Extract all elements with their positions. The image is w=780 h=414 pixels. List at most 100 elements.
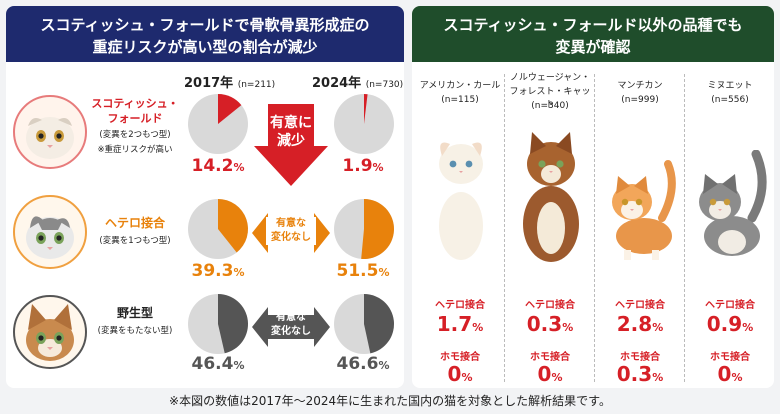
pct-unit: %	[233, 266, 245, 279]
row1-note: ※重症リスクが高い	[97, 145, 173, 155]
homo-value-number: 0	[537, 362, 552, 386]
pct-unit: %	[378, 266, 390, 279]
homo-value: 0%	[686, 362, 774, 386]
pct-row1-2024-value: 1.9	[342, 156, 373, 176]
pie-slice-2-2024	[361, 199, 394, 259]
hetero-value-number: 1.7	[436, 312, 473, 336]
homo-value: 0%	[416, 362, 504, 386]
row3-sub: (変異をもたない型)	[97, 326, 173, 336]
right-header: スコティッシュ・フォールド以外の品種でも 変異が確認	[412, 6, 774, 62]
breed-n: (n=340)	[531, 101, 569, 111]
hetero-label: ヘテロ接合	[615, 300, 665, 311]
minuet-cat-icon	[699, 150, 767, 256]
hetero-unit: %	[652, 321, 664, 334]
row1-name-line2: フォールド	[107, 112, 163, 125]
hetero-value: 1.7%	[416, 312, 504, 336]
homo-unit: %	[551, 371, 563, 384]
pct-unit: %	[233, 359, 245, 372]
year-2017-label: 2017年 (n=211)	[184, 72, 275, 91]
pct-row3-2024-value: 46.6	[336, 354, 379, 374]
pie-slice-3-2017	[218, 294, 249, 354]
hetero-value: 2.8%	[596, 312, 684, 336]
row2-name: ヘテロ接合	[104, 216, 165, 230]
pct-row3-2017: 46.4%	[183, 354, 253, 374]
decrease-arrow-icon	[254, 104, 328, 186]
pie-charts	[188, 94, 394, 354]
homo-label: ホモ接合	[440, 352, 480, 363]
pct-unit: %	[378, 359, 390, 372]
column-divider	[594, 74, 595, 382]
pct-row2-2024: 51.5%	[328, 261, 398, 281]
left-title-line2: 重症リスクが高い型の割合が減少	[92, 38, 318, 56]
homo-unit: %	[652, 371, 664, 384]
breed-name: マンチカン	[617, 81, 663, 91]
row1-sub: (変異を2つもつ型)	[99, 130, 171, 140]
row1-name: スコティッシュ・ フォールド	[90, 96, 180, 126]
right-title-line2: 変異が確認	[555, 38, 631, 56]
row1-name-line1: スコティッシュ・	[91, 97, 179, 110]
scottish-fold-cat-icon	[13, 95, 87, 169]
arrow2-line1: 有意な	[276, 218, 306, 229]
breed-name-line2: フォレスト・キャット	[509, 87, 591, 110]
breed-column-minuet: ミヌエット (n=556) ヘテロ接合 0.9% ホモ接合 0%	[686, 68, 774, 386]
pct-row1-2017: 14.2%	[183, 156, 253, 176]
homo-value: 0%	[506, 362, 594, 386]
breed-name: ノルウェージャン・	[509, 73, 591, 83]
year-2024-n: (n=730)	[365, 80, 404, 90]
pie-slice-1-2017	[218, 94, 242, 124]
homo-value: 0.3%	[596, 362, 684, 386]
pie-slice-1-2024	[364, 94, 368, 124]
hetero-value-number: 0.3	[526, 312, 563, 336]
pie-slice-2-2017	[218, 199, 249, 253]
hetero-value-number: 2.8	[616, 312, 653, 336]
breed-name: アメリカン・カール	[419, 81, 501, 91]
breed-column-norwegian: ノルウェージャン・ フォレスト・キャット (n=340) ヘテロ接合 0.3% …	[506, 68, 594, 386]
arrow3-text: 有意な 変化なし	[266, 311, 316, 339]
breed-column-american-curl: アメリカン・カール (n=115) ヘテロ接合 1.7% ホモ接合 0%	[416, 68, 504, 386]
hetero-label: ヘテロ接合	[435, 300, 485, 311]
american-curl-cat-icon	[439, 142, 483, 260]
column-divider	[504, 74, 505, 382]
breed-column-munchkin: マンチカン (n=999) ヘテロ接合 2.8% ホモ接合 0.3%	[596, 68, 684, 386]
left-title-line1: スコティッシュ・フォールドで骨軟骨異形成症の	[40, 16, 370, 34]
arrow3-line1: 有意な	[276, 312, 306, 323]
homo-value-number: 0.3	[616, 362, 653, 386]
year-2017-text: 2017年	[184, 76, 234, 91]
column-divider	[684, 74, 685, 382]
row2-sub: (変異を1つもつ型)	[99, 236, 171, 246]
left-panel: スコティッシュ・フォールドで骨軟骨異形成症の 重症リスクが高い型の割合が減少 2…	[6, 6, 404, 388]
homo-label: ホモ接合	[620, 352, 660, 363]
breed-n: (n=556)	[711, 95, 749, 105]
pie-slice-3-2024	[364, 294, 394, 354]
pct-row2-2024-value: 51.5	[336, 261, 379, 281]
wild-type-cat-icon	[13, 295, 87, 369]
homo-value-number: 0	[717, 362, 732, 386]
arrow2-line2: 変化なし	[271, 232, 311, 243]
hetero-unit: %	[742, 321, 754, 334]
arrow1-line2: 減少	[277, 133, 305, 149]
munchkin-cat-icon	[612, 160, 676, 260]
row3-name: 野生型	[116, 306, 153, 320]
arrow1-text: 有意に 減少	[254, 114, 328, 150]
left-header: スコティッシュ・フォールドで骨軟骨異形成症の 重症リスクが高い型の割合が減少	[6, 6, 404, 62]
no-change-arrow-gray-icon	[252, 307, 330, 347]
year-2024-label: 2024年 (n=730)	[312, 72, 403, 91]
homo-label: ホモ接合	[710, 352, 750, 363]
hetero-value: 0.3%	[506, 312, 594, 336]
pct-row2-2017-value: 39.3	[191, 261, 234, 281]
right-title-line1: スコティッシュ・フォールド以外の品種でも	[443, 16, 743, 34]
hetero-label: ヘテロ接合	[525, 300, 575, 311]
hetero-unit: %	[472, 321, 484, 334]
hetero-unit: %	[562, 321, 574, 334]
pct-row1-2017-value: 14.2	[191, 156, 234, 176]
right-panel: スコティッシュ・フォールド以外の品種でも 変異が確認 アメリカン・カール (n=…	[412, 6, 774, 388]
norwegian-forest-cat-icon	[523, 132, 579, 262]
left-cat-illustrations	[13, 95, 87, 369]
breed-name: ミヌエット	[707, 81, 753, 91]
arrow3-line2: 変化なし	[271, 326, 311, 337]
year-2024-text: 2024年	[312, 76, 362, 91]
pct-row3-2017-value: 46.4	[191, 354, 234, 374]
breed-n: (n=115)	[441, 95, 479, 105]
arrow1-line1: 有意に	[270, 115, 312, 131]
footnote: ※本図の数値は2017年〜2024年に生まれた国内の猫を対象とした解析結果です。	[169, 394, 611, 408]
